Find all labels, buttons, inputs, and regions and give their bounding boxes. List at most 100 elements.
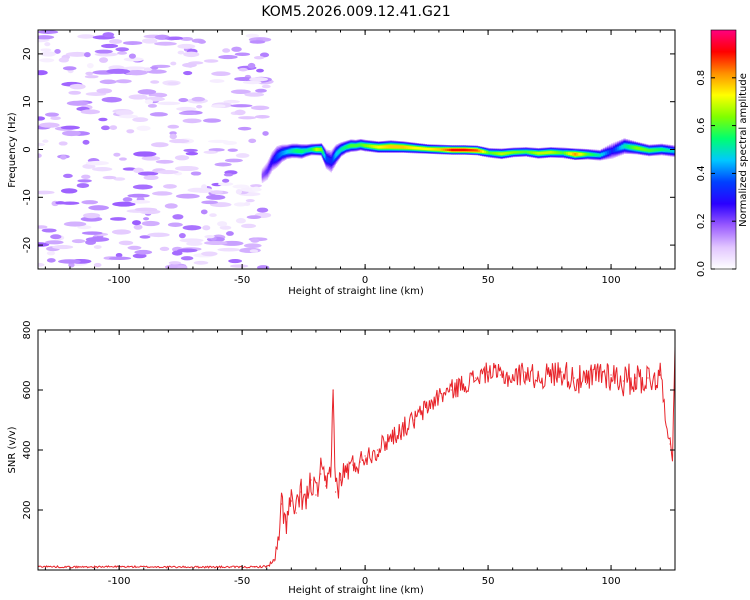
noise-blob — [126, 129, 135, 134]
trace-cell — [320, 147, 323, 152]
trace-cell — [298, 149, 300, 153]
noise-blob — [54, 49, 61, 54]
snr-point — [573, 377, 575, 379]
snr-point — [635, 377, 637, 379]
noise-blob — [99, 79, 117, 85]
trace-cell — [609, 149, 612, 154]
noise-blob — [85, 160, 109, 166]
snr-x-tick-label: 50 — [482, 576, 495, 587]
trace-cell — [346, 145, 348, 149]
trace-cell — [647, 149, 651, 152]
noise-blob — [183, 148, 198, 153]
noise-blob — [115, 47, 130, 52]
trace-cell — [529, 151, 532, 154]
trace-cell — [349, 144, 351, 148]
trace-cell — [308, 148, 310, 152]
trace-cell — [385, 145, 389, 149]
noise-blob — [82, 139, 90, 145]
noise-blob — [66, 100, 89, 106]
noise-blob — [205, 194, 226, 200]
noise-blob — [102, 32, 115, 38]
noise-blob — [227, 148, 238, 152]
trace-cell — [270, 160, 273, 166]
noise-blob — [151, 142, 169, 148]
noise-blob — [155, 159, 174, 164]
noise-blob — [256, 68, 264, 73]
noise-blob — [38, 116, 46, 121]
snr-point — [376, 449, 379, 451]
trace-cell — [271, 159, 273, 164]
trace-cell — [580, 152, 583, 156]
trace-cell — [625, 144, 628, 149]
noise-blob — [150, 80, 160, 84]
noise-blob — [246, 215, 262, 220]
trace-cell — [506, 151, 509, 155]
noise-blob — [50, 234, 62, 240]
noise-blob — [110, 217, 127, 221]
noise-blob — [256, 207, 269, 213]
snr-point — [344, 470, 347, 472]
trace-cell — [301, 149, 303, 154]
noise-blob — [175, 193, 200, 199]
trace-cell — [387, 145, 391, 149]
noise-blob — [133, 224, 143, 230]
noise-blob — [96, 88, 113, 94]
trace-cell — [404, 145, 407, 149]
noise-blob — [50, 116, 61, 121]
noise-blob — [248, 138, 257, 144]
noise-blob — [133, 151, 157, 157]
snr-x-tick-label: 100 — [602, 576, 621, 587]
snr-point — [290, 500, 292, 502]
trace-cell — [275, 154, 277, 161]
trace-cell — [328, 157, 330, 163]
noise-blob — [115, 79, 132, 84]
trace-cell — [582, 152, 585, 156]
trace-cell — [488, 151, 491, 155]
trace-cell — [304, 149, 306, 153]
noise-blob — [77, 179, 92, 183]
noise-blob — [101, 43, 119, 49]
noise-blob — [190, 171, 202, 176]
noise-blob — [128, 53, 136, 59]
trace-cell — [294, 149, 296, 153]
trace-cell — [516, 151, 520, 154]
trace-cell — [434, 148, 438, 151]
trace-cell — [465, 148, 468, 152]
trace-cell — [420, 147, 423, 150]
chart-title: KOM5.2026.009.12.41.G21 — [261, 4, 450, 20]
snr-series-line — [38, 347, 675, 569]
trace-cell — [379, 145, 382, 149]
noise-blob — [86, 62, 94, 69]
trace-cell — [283, 150, 285, 155]
trace-cell — [262, 173, 264, 177]
noise-blob — [218, 55, 238, 60]
trace-cell — [321, 149, 323, 153]
noise-blob — [85, 71, 94, 76]
noise-blob — [115, 110, 134, 116]
noise-blob — [234, 52, 251, 57]
trace-cell — [629, 145, 632, 149]
trace-cell — [494, 152, 497, 155]
trace-cell — [263, 172, 265, 177]
trace-cell — [264, 171, 266, 176]
trace-cell — [627, 144, 630, 149]
noise-blob — [149, 112, 168, 117]
spectrogram-x-tick-label: 100 — [602, 275, 621, 286]
noise-blob — [178, 111, 197, 116]
noise-blob — [46, 258, 56, 263]
trace-cell — [318, 148, 320, 151]
snr-point — [325, 485, 327, 487]
trace-cell — [572, 152, 575, 156]
trace-cell — [323, 152, 325, 157]
trace-cell — [498, 152, 501, 155]
noise-blob — [132, 220, 142, 226]
noise-blob — [228, 258, 243, 264]
trace-cell — [643, 148, 647, 152]
trace-cell — [428, 147, 432, 151]
trace-cell — [512, 151, 516, 154]
noise-blob — [230, 264, 249, 268]
trace-cell — [347, 145, 349, 149]
noise-blob — [182, 62, 197, 68]
trace-cell — [322, 150, 324, 155]
trace-cell — [299, 149, 301, 154]
